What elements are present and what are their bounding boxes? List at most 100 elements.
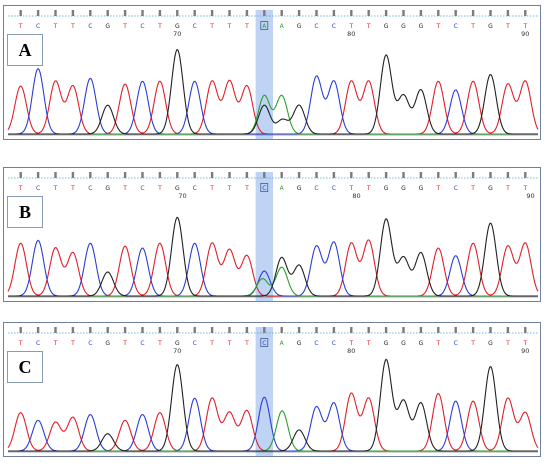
base-tick: [367, 10, 370, 16]
base-tick: [367, 327, 370, 333]
position-number: 90: [521, 30, 529, 38]
highlight-box: [260, 338, 269, 347]
base-tick: [158, 10, 162, 16]
base-tick: [54, 327, 57, 333]
base-tick: [471, 327, 475, 333]
base-tick: [419, 172, 423, 178]
base-tick: [106, 327, 109, 333]
base-call: T: [244, 23, 249, 30]
base-tick: [245, 10, 249, 16]
chromatogram-panel-a: T C T T C G T C T G C T T T A A G C C T T G G G T C T G T T 70 80 90 A: [3, 5, 541, 140]
base-call: G: [401, 185, 406, 192]
base-tick: [263, 10, 266, 16]
base-call: G: [401, 340, 406, 347]
base-tick: [123, 327, 127, 333]
base-tick: [384, 10, 388, 16]
base-call: T: [122, 23, 127, 30]
base-call: C: [140, 185, 144, 192]
base-call: A: [280, 340, 285, 347]
chromatogram-c: T C T T C G T C T G C T T T C A G C C T T G G G T C T G T T70 80 90: [7, 327, 539, 456]
base-call: T: [505, 23, 510, 30]
trace-g: [8, 48, 538, 135]
base-tick: [89, 172, 92, 178]
position-number: 80: [352, 192, 360, 200]
base-tick: [71, 327, 75, 333]
base-tick: [332, 172, 336, 178]
base-tick: [384, 327, 388, 333]
chromatogram-b: T C T T C G T C T G C T T T C A G C C T T G G G T C T G T T 70 80 90: [7, 172, 539, 301]
base-call: T: [70, 185, 75, 192]
base-call: T: [209, 340, 214, 347]
base-call: T: [470, 340, 475, 347]
base-call: T: [505, 185, 510, 192]
panel-label-c: C: [7, 351, 43, 383]
base-tick: [437, 10, 440, 16]
base-call: T: [70, 340, 75, 347]
base-tick: [89, 10, 92, 16]
base-call: C: [262, 185, 266, 192]
base-call: T: [244, 185, 249, 192]
base-call: G: [175, 185, 180, 192]
base-tick: [315, 172, 318, 178]
base-call: C: [262, 340, 266, 347]
highlight-box: [260, 183, 269, 192]
base-call: C: [332, 185, 336, 192]
base-tick: [524, 172, 527, 178]
base-call: C: [88, 185, 92, 192]
base-call: T: [227, 23, 232, 30]
base-call: G: [488, 185, 493, 192]
chromatogram-a: T C T T C G T C T G C T T T A A G C C T T G G G T C T G T T70 80 90: [7, 10, 539, 139]
base-tick: [437, 172, 440, 178]
highlight-band: [255, 172, 273, 301]
base-call: T: [470, 185, 475, 192]
position-number: 80: [347, 30, 355, 38]
base-tick: [384, 172, 388, 178]
position-number: 70: [178, 192, 186, 200]
base-call: T: [348, 185, 353, 192]
base-tick: [245, 327, 249, 333]
base-call: T: [70, 23, 75, 30]
base-call: T: [470, 23, 475, 30]
base-tick: [350, 172, 353, 178]
base-tick: [141, 10, 144, 16]
chromatogram-panel-c: T C T T C G T C T G C T T T C A G C C T T G G G T C T G T T 70 80 90 C: [3, 322, 541, 457]
position-number: 80: [347, 347, 355, 355]
base-tick: [176, 327, 179, 333]
base-call: G: [384, 23, 389, 30]
base-call: T: [122, 185, 127, 192]
base-tick: [297, 327, 301, 333]
base-call: A: [280, 23, 285, 30]
base-call: G: [105, 340, 110, 347]
base-tick: [454, 172, 457, 178]
base-tick: [506, 10, 510, 16]
base-call: T: [157, 23, 162, 30]
base-tick: [193, 327, 196, 333]
base-tick: [71, 172, 75, 178]
base-call: G: [105, 185, 110, 192]
base-call: A: [262, 23, 267, 30]
base-tick: [210, 10, 214, 16]
base-call: T: [366, 23, 371, 30]
base-call: C: [314, 185, 318, 192]
base-call: T: [53, 185, 58, 192]
base-tick: [263, 327, 266, 333]
base-tick: [263, 172, 266, 178]
base-tick: [19, 172, 22, 178]
base-call: G: [297, 340, 302, 347]
base-call: G: [488, 23, 493, 30]
base-tick: [506, 327, 510, 333]
base-call: G: [419, 340, 424, 347]
base-tick: [245, 172, 249, 178]
base-tick: [437, 327, 440, 333]
base-call: T: [209, 185, 214, 192]
base-tick: [176, 172, 179, 178]
base-call: G: [419, 185, 424, 192]
base-tick: [54, 172, 57, 178]
base-call: T: [157, 185, 162, 192]
base-call: T: [435, 23, 440, 30]
position-number: 90: [521, 347, 529, 355]
base-call: T: [18, 23, 23, 30]
base-call: T: [435, 340, 440, 347]
base-call: G: [384, 185, 389, 192]
base-call: T: [227, 185, 232, 192]
